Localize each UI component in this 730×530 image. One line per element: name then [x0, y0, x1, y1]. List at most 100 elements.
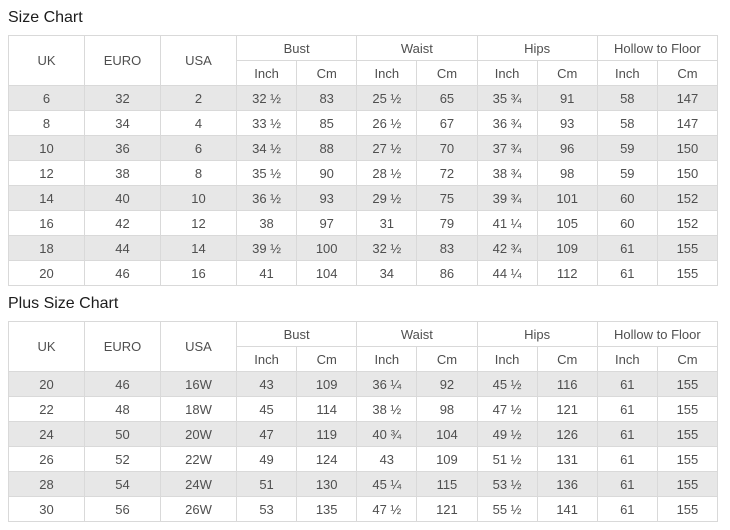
- column-header-hips-inch: Inch: [476, 346, 538, 372]
- table-cell: 152: [656, 185, 719, 211]
- table-cell: 60: [596, 185, 658, 211]
- table-cell: 41: [235, 260, 298, 286]
- table-cell: 10: [8, 135, 85, 161]
- table-cell: 45 ½: [476, 371, 538, 397]
- column-header-usa: USA: [160, 321, 237, 372]
- table-cell: 22: [8, 396, 85, 422]
- table-cell: 155: [656, 471, 719, 497]
- table-cell: 135: [296, 496, 358, 522]
- table-cell: 155: [656, 396, 719, 422]
- table-cell: 28: [8, 471, 85, 497]
- table-cell: 26: [8, 446, 85, 472]
- column-header-waist: Waist: [356, 35, 478, 61]
- table-cell: 12: [8, 160, 85, 186]
- table-cell: 86: [416, 260, 478, 286]
- table-cell: 150: [656, 160, 719, 186]
- table-cell: 93: [296, 185, 358, 211]
- table-cell: 36: [84, 135, 161, 161]
- table-cell: 93: [536, 110, 598, 136]
- table-cell: 59: [596, 160, 658, 186]
- table-cell: 32 ½: [356, 235, 418, 261]
- table-cell: 28 ½: [356, 160, 418, 186]
- table-cell: 98: [536, 160, 598, 186]
- table-cell: 119: [296, 421, 358, 447]
- table-cell: 147: [656, 110, 719, 136]
- table-cell: 85: [296, 110, 358, 136]
- table-cell: 10: [160, 185, 237, 211]
- table-cell: 152: [656, 210, 719, 236]
- table-row: 12 38 8 35 ½ 90 28 ½ 72 38 ¾ 98 59 150: [8, 160, 719, 186]
- table-cell: 41 ¼: [476, 210, 538, 236]
- table-cell: 49: [235, 446, 298, 472]
- table-header-group-row: UK EURO USA Bust Waist Hips Hollow to Fl…: [8, 35, 719, 86]
- table-cell: 48: [84, 396, 161, 422]
- table-cell: 35 ¾: [476, 85, 538, 111]
- table-cell: 35 ½: [235, 160, 298, 186]
- table-row: 26 52 22W 49 124 43 109 51 ½ 131 61 155: [8, 446, 719, 472]
- table-cell: 115: [416, 471, 478, 497]
- table-cell: 97: [296, 210, 358, 236]
- table-cell: 8: [8, 110, 85, 136]
- table-cell: 32: [84, 85, 161, 111]
- table-cell: 79: [416, 210, 478, 236]
- table-cell: 147: [656, 85, 719, 111]
- table-cell: 25 ½: [356, 85, 418, 111]
- table-cell: 72: [416, 160, 478, 186]
- table-cell: 60: [596, 210, 658, 236]
- table-cell: 4: [160, 110, 237, 136]
- table-header-unit-row: Inch Cm Inch Cm Inch Cm Inch Cm: [9, 60, 719, 86]
- table-cell: 24W: [160, 471, 237, 497]
- column-header-hips: Hips: [476, 321, 598, 347]
- table-row: 24 50 20W 47 119 40 ¾ 104 49 ½ 126 61 155: [8, 421, 719, 447]
- table-cell: 121: [416, 496, 478, 522]
- column-header-bust-cm: Cm: [296, 346, 358, 372]
- table-cell: 46: [84, 371, 161, 397]
- plus-size-chart-section: Plus Size Chart UK EURO USA Bust Waist H…: [0, 286, 730, 522]
- column-header-uk: UK: [8, 35, 85, 86]
- table-cell: 16W: [160, 371, 237, 397]
- table-cell: 26 ½: [356, 110, 418, 136]
- table-cell: 32 ½: [235, 85, 298, 111]
- column-header-euro: EURO: [84, 321, 161, 372]
- table-cell: 61: [596, 471, 658, 497]
- table-cell: 26W: [160, 496, 237, 522]
- table-cell: 8: [160, 160, 237, 186]
- table-cell: 47 ½: [356, 496, 418, 522]
- table-cell: 155: [656, 421, 719, 447]
- column-header-waist-inch: Inch: [356, 346, 418, 372]
- column-header-bust-inch: Inch: [235, 60, 298, 86]
- table-cell: 34: [356, 260, 418, 286]
- table-cell: 70: [416, 135, 478, 161]
- table-cell: 18: [8, 235, 85, 261]
- table-cell: 50: [84, 421, 161, 447]
- table-row: 22 48 18W 45 114 38 ½ 98 47 ½ 121 61 155: [8, 396, 719, 422]
- column-header-waist-inch: Inch: [356, 60, 418, 86]
- table-cell: 96: [536, 135, 598, 161]
- table-header-unit-row: Inch Cm Inch Cm Inch Cm Inch Cm: [9, 346, 719, 372]
- table-cell: 18W: [160, 396, 237, 422]
- table-cell: 155: [656, 446, 719, 472]
- size-chart-section: Size Chart UK EURO USA Bust Waist Hips H…: [8, 9, 719, 286]
- column-header-euro: EURO: [84, 35, 161, 86]
- table-cell: 14: [8, 185, 85, 211]
- table-cell: 150: [656, 135, 719, 161]
- table-cell: 49 ½: [476, 421, 538, 447]
- column-header-hollow-inch: Inch: [596, 60, 658, 86]
- table-cell: 24: [8, 421, 85, 447]
- table-cell: 130: [296, 471, 358, 497]
- column-header-usa: USA: [160, 35, 237, 86]
- table-cell: 54: [84, 471, 161, 497]
- size-chart-table-body: 6 32 2 32 ½ 83 25 ½ 65 35 ¾ 91 58 147 8 34 4 33 ½ 85 26 …: [8, 85, 719, 286]
- table-cell: 88: [296, 135, 358, 161]
- table-cell: 53: [235, 496, 298, 522]
- table-cell: 61: [596, 396, 658, 422]
- table-cell: 61: [596, 421, 658, 447]
- column-header-hollow-cm: Cm: [656, 60, 719, 86]
- plus-size-chart-table-header: UK EURO USA Bust Waist Hips Hollow to Fl…: [8, 321, 719, 372]
- table-row: 20 46 16W 43 109 36 ¼ 92 45 ½ 116 61 155: [8, 371, 719, 397]
- table-cell: 105: [536, 210, 598, 236]
- table-cell: 136: [536, 471, 598, 497]
- table-cell: 155: [656, 371, 719, 397]
- column-header-waist: Waist: [356, 321, 478, 347]
- table-header-group-row: UK EURO USA Bust Waist Hips Hollow to Fl…: [8, 321, 719, 372]
